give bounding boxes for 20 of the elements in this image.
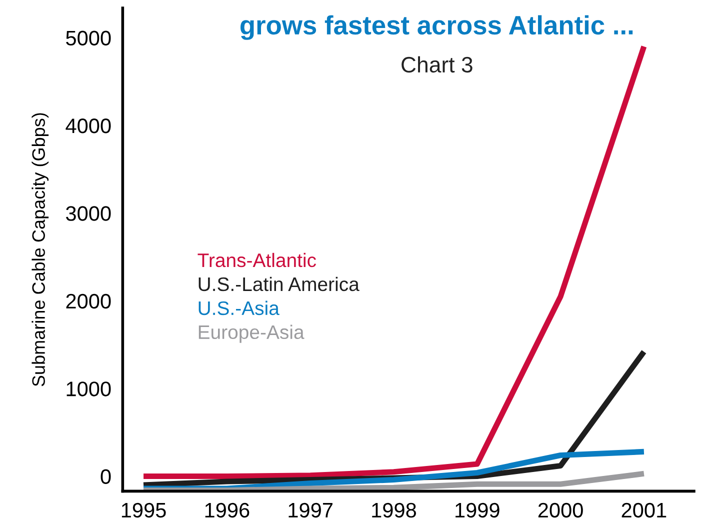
text: U.S.-Latin America bbox=[198, 276, 360, 292]
x-tick-label: 1999 bbox=[456, 502, 500, 518]
text: Trans-Atlantic bbox=[198, 252, 316, 268]
y-tick-label: 3000 bbox=[66, 206, 111, 221]
x-tick-label: 1996 bbox=[205, 502, 250, 518]
text: Chart 3 bbox=[402, 56, 472, 73]
x-tick-label: 2001 bbox=[622, 502, 666, 518]
text: Europe-Asia bbox=[198, 324, 304, 343]
y-tick-label: 2000 bbox=[66, 294, 111, 309]
x-tick-label: 1995 bbox=[122, 502, 166, 518]
y-tick-label: 5000 bbox=[66, 30, 111, 46]
text: U.S.-Asia bbox=[198, 300, 280, 316]
chart-title: grows fastest across Atlantic ... bbox=[240, 15, 633, 40]
y-tick-label: 0 bbox=[100, 469, 111, 484]
x-tick-label: 1997 bbox=[288, 502, 332, 518]
y-tick-label: 4000 bbox=[66, 118, 111, 134]
x-tick-label: 1998 bbox=[372, 502, 416, 518]
x-tick-label: 2000 bbox=[538, 502, 583, 518]
y-axis-title: Submarine Cable Capacity (Gbps) bbox=[32, 113, 49, 386]
y-tick-label: 1000 bbox=[66, 382, 111, 396]
